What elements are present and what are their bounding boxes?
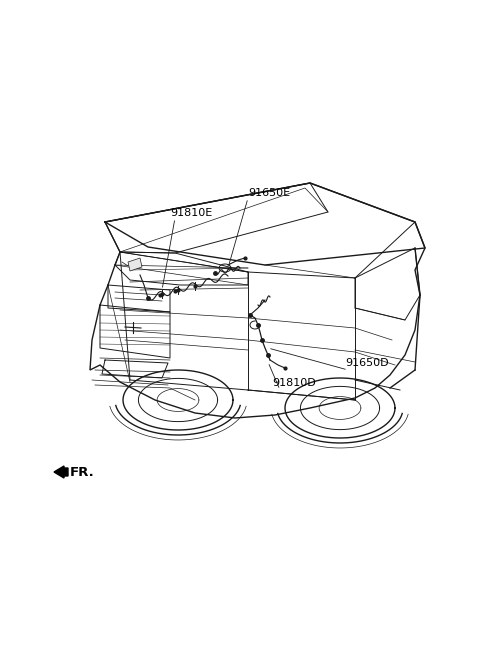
FancyArrow shape [54,466,68,478]
Text: 91810D: 91810D [272,378,316,388]
Text: 91650E: 91650E [248,188,290,198]
Text: FR.: FR. [70,466,95,479]
Text: 91650D: 91650D [345,358,389,368]
Text: 91810E: 91810E [170,208,212,218]
Polygon shape [128,258,142,271]
